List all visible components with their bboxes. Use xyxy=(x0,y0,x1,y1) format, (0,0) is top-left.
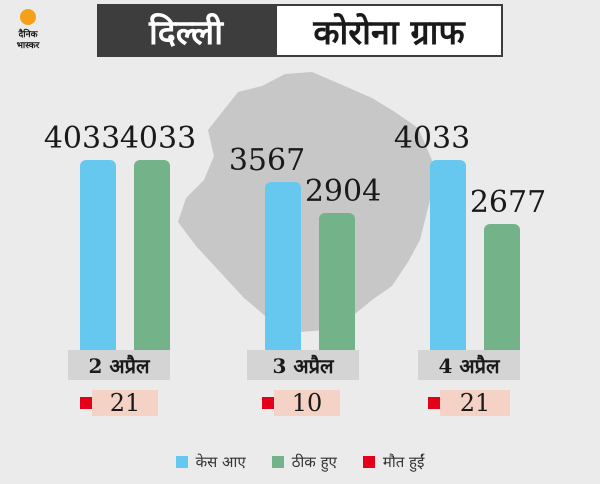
death-marker-icon xyxy=(262,397,274,409)
date-label: 4 अप्रैल xyxy=(418,350,520,380)
legend-item-deaths: मौत हुईं xyxy=(362,452,425,472)
death-count: 21 xyxy=(92,389,158,417)
value-label-recovered: 2677 xyxy=(469,185,547,220)
death-marker-icon xyxy=(428,397,440,409)
legend-swatch-recovered xyxy=(271,456,284,468)
svg-text:भास्कर: भास्कर xyxy=(17,41,40,51)
value-label-cases: 4033 xyxy=(43,121,121,156)
legend-label-recovered: ठीक हुए xyxy=(291,453,337,471)
legend-label-deaths: मौत हुईं xyxy=(382,453,425,471)
legend-item-recovered: ठीक हुए xyxy=(271,452,337,472)
legend: केस आए ठीक हुए मौत हुईं xyxy=(0,452,600,472)
bar-cases xyxy=(430,160,466,358)
value-label-recovered: 2904 xyxy=(304,174,382,209)
value-label-recovered: 4033 xyxy=(119,121,197,156)
bar-cases xyxy=(80,160,116,358)
bar-recovered xyxy=(484,224,520,358)
bar-recovered xyxy=(134,160,170,358)
legend-swatch-deaths xyxy=(362,456,375,468)
title-corona-graph: कोरोना ग्राफ xyxy=(275,4,503,57)
dainik-bhaskar-logo: दैनिक भास्कर xyxy=(17,9,40,51)
title-city: दिल्ली xyxy=(97,4,275,57)
legend-label-cases: केस आए xyxy=(195,453,246,471)
bar-recovered xyxy=(319,213,355,358)
legend-swatch-cases xyxy=(175,456,188,468)
death-count: 10 xyxy=(274,389,340,417)
value-label-cases: 4033 xyxy=(393,121,471,156)
bar-cases xyxy=(265,182,301,358)
legend-item-cases: केस आए xyxy=(175,452,246,472)
date-label: 3 अप्रैल xyxy=(247,350,359,380)
svg-text:दैनिक: दैनिक xyxy=(17,28,38,40)
value-label-cases: 3567 xyxy=(228,143,306,178)
death-count: 21 xyxy=(440,389,510,417)
date-label: 2 अप्रैल xyxy=(68,350,170,380)
death-marker-icon xyxy=(80,397,92,409)
